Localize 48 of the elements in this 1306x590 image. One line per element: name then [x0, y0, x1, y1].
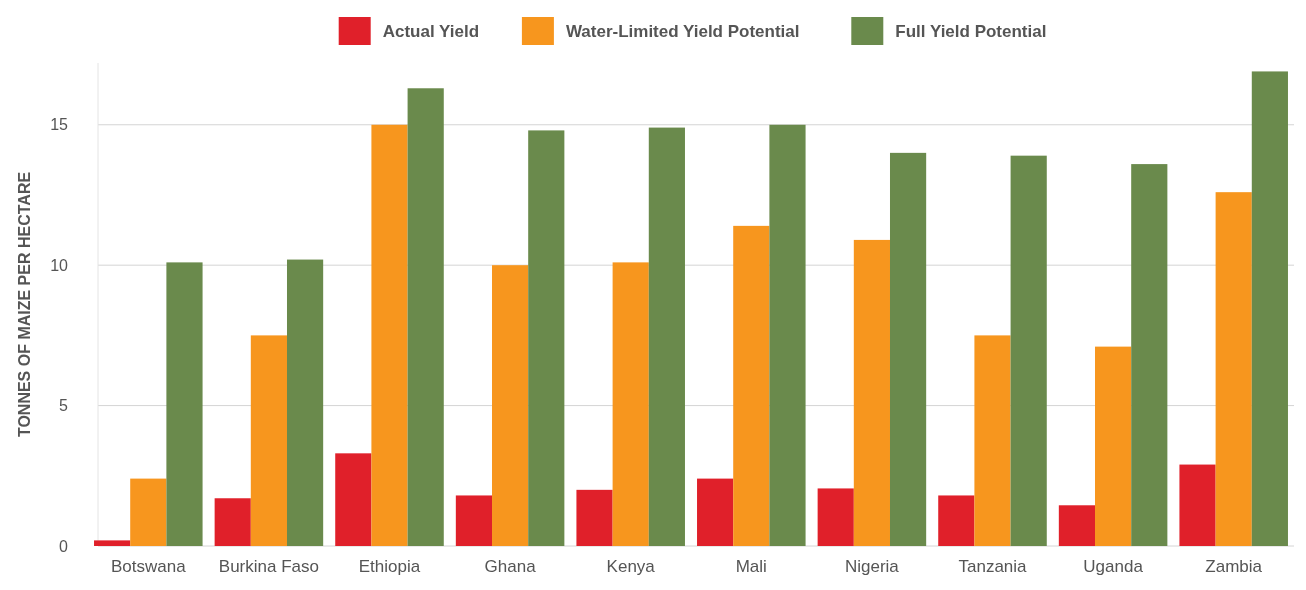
- bar: [1179, 464, 1216, 546]
- bar: [1215, 192, 1252, 546]
- bar: [1131, 164, 1168, 546]
- y-tick-label: 10: [50, 256, 69, 274]
- y-tick-label: 15: [50, 116, 69, 134]
- bar: [166, 262, 203, 546]
- bar: [250, 335, 287, 546]
- bar: [648, 127, 685, 546]
- x-tick-label: Tanzania: [958, 557, 1028, 576]
- bar: [1095, 346, 1132, 546]
- bar: [407, 88, 444, 546]
- bar: [612, 262, 649, 546]
- bar: [214, 498, 251, 546]
- x-tick-label: Zambia: [1205, 557, 1263, 576]
- bar: [974, 335, 1011, 546]
- legend-label: Water-Limited Yield Potential: [565, 21, 800, 41]
- x-tick-label: Nigeria: [844, 557, 900, 576]
- bar: [576, 489, 613, 546]
- bar: [817, 488, 854, 546]
- legend-label: Actual Yield: [382, 21, 480, 41]
- bar: [528, 130, 565, 546]
- bar: [455, 495, 493, 546]
- bar: [889, 152, 927, 546]
- x-tick-label: Ethiopia: [358, 557, 421, 576]
- y-tick-label: 5: [59, 397, 69, 415]
- bar: [94, 540, 131, 546]
- x-tick-label: Botswana: [110, 557, 187, 576]
- bar: [371, 124, 408, 546]
- bar: [733, 225, 770, 546]
- x-tick-label: Uganda: [1083, 557, 1144, 576]
- bar: [335, 453, 372, 546]
- bar: [769, 124, 806, 546]
- y-tick-label: 0: [59, 537, 69, 555]
- bar: [697, 478, 734, 546]
- bar: [130, 478, 167, 546]
- y-axis-title: TONNES OF MAIZE PER HECTARE: [16, 171, 33, 438]
- x-tick-label: Ghana: [484, 557, 537, 576]
- bar: [1251, 71, 1288, 546]
- x-tick-label: Burkina Faso: [218, 557, 319, 576]
- bar: [286, 259, 324, 546]
- x-tick-label: Kenya: [606, 557, 656, 576]
- legend-label: Full Yield Potential: [895, 21, 1047, 41]
- x-tick-label: Mali: [735, 557, 767, 576]
- bar: [492, 265, 529, 546]
- bar: [1010, 155, 1047, 546]
- bar: [853, 239, 890, 546]
- bar: [1058, 505, 1096, 546]
- bar: [938, 495, 975, 546]
